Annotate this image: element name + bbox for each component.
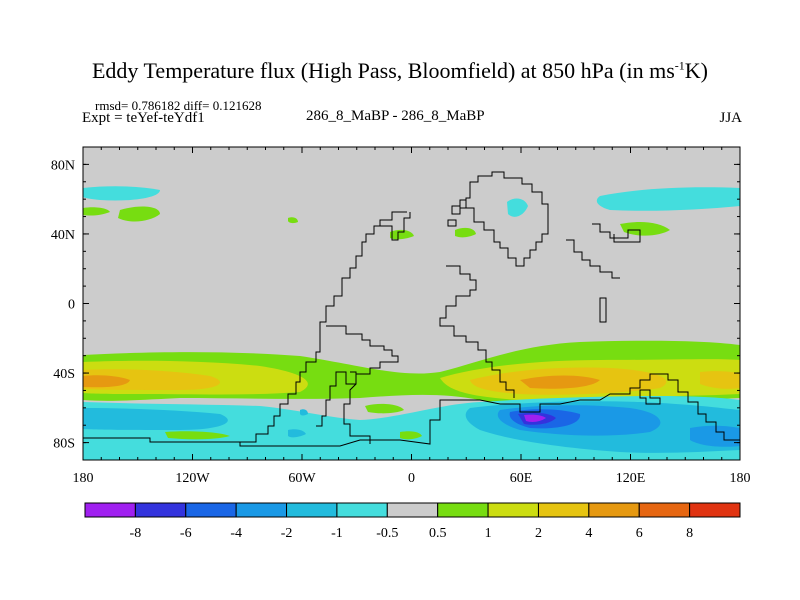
- colorbar-box: [84, 502, 136, 518]
- chart-title-tail: K): [684, 58, 708, 83]
- difference-label: 286_8_MaBP - 286_8_MaBP: [306, 108, 485, 124]
- field-pos-4-dateline: [700, 371, 740, 389]
- colorbar-label: -1: [331, 526, 343, 541]
- field-layer: [83, 186, 740, 460]
- coastline-india-island: [599, 297, 607, 323]
- chart-title: Eddy Temperature flux (High Pass, Bloomf…: [0, 58, 800, 84]
- y-axis: 80N 40N 0 40S 80S: [51, 158, 740, 452]
- y-tick-label: 40N: [51, 228, 75, 243]
- coastline-islands-europe: [447, 199, 467, 227]
- colorbar-box: [689, 502, 741, 518]
- season-label: JJA: [719, 110, 742, 126]
- colorbar-box: [386, 502, 439, 518]
- chart-title-sup: -1: [674, 58, 685, 73]
- minor-ticks: [82, 146, 741, 461]
- x-tick-label: 0: [408, 471, 415, 486]
- x-tick-label: 180: [73, 471, 94, 486]
- field-pos-0.5-north-east: [390, 222, 670, 240]
- colorbar-label: 6: [636, 526, 643, 541]
- field-pos-6-west: [83, 375, 130, 388]
- colorbar-label: -0.5: [376, 526, 398, 541]
- field-neg-8-south: [524, 414, 546, 422]
- colorbar-label: 8: [686, 526, 693, 541]
- y-tick-label: 40S: [53, 367, 75, 382]
- coastline-australia-region: [639, 389, 661, 405]
- colorbar-label: -6: [180, 526, 192, 541]
- x-tick-label: 60W: [288, 471, 316, 486]
- colorbar-box: [588, 502, 640, 518]
- colorbar-label: 1: [485, 526, 492, 541]
- colorbar-box: [235, 502, 288, 518]
- x-tick-label: 60E: [510, 471, 533, 486]
- field-neg-small-south-atlantic: [288, 409, 308, 438]
- colorbar-box: [537, 502, 590, 518]
- x-tick-label: 120E: [616, 471, 646, 486]
- coastline-africa-eurasia: [465, 171, 549, 267]
- y-tick-label: 80S: [53, 437, 75, 452]
- expt-label: Expt = teYef-teYdf1: [82, 110, 205, 126]
- coastline-africa: [439, 265, 515, 398]
- field-neg-0.5-north-west: [83, 186, 160, 201]
- coastline-americas: [239, 211, 407, 446]
- colorbar-box: [437, 502, 489, 518]
- colorbar-box: [134, 502, 187, 518]
- plot-area: [83, 147, 740, 460]
- field-pos-0.5-north-west: [83, 206, 160, 222]
- colorbar-box: [336, 502, 388, 518]
- colorbar: -8 -6 -4 -2 -1 -0.5 0.5 1 2 4 6 8: [84, 502, 741, 541]
- stats-label: rmsd= 0.786182 diff= 0.121628: [95, 98, 262, 113]
- x-tick-label: 120W: [175, 471, 210, 486]
- colorbar-box: [638, 502, 691, 518]
- colorbar-box: [487, 502, 539, 518]
- colorbar-label: -4: [230, 526, 242, 541]
- colorbar-box: [286, 502, 338, 518]
- coastline-asia-east: [592, 223, 641, 243]
- colorbar-box: [185, 502, 237, 518]
- chart-title-main: Eddy Temperature flux (High Pass, Bloomf…: [91, 58, 675, 83]
- colorbar-label: 4: [585, 526, 592, 541]
- y-tick-label: 80N: [51, 158, 75, 173]
- coastline-antarctica: [83, 373, 740, 447]
- x-tick-label: 180: [730, 471, 751, 486]
- coastline-layer: [83, 171, 740, 447]
- field-pos-6-east: [520, 375, 600, 389]
- y-tick-label: 0: [68, 298, 75, 313]
- coastline-antarctic-peninsula: [343, 371, 371, 444]
- colorbar-label: 0.5: [429, 526, 447, 541]
- coastline-south-america: [316, 325, 399, 427]
- colorbar-label: 2: [535, 526, 542, 541]
- coastline-southeast-asia: [566, 239, 620, 279]
- field-neg-0.5-north-east: [507, 187, 740, 217]
- colorbar-label: -2: [281, 526, 293, 541]
- coastline-north-america-arctic: [380, 212, 411, 241]
- colorbar-label: -8: [130, 526, 142, 541]
